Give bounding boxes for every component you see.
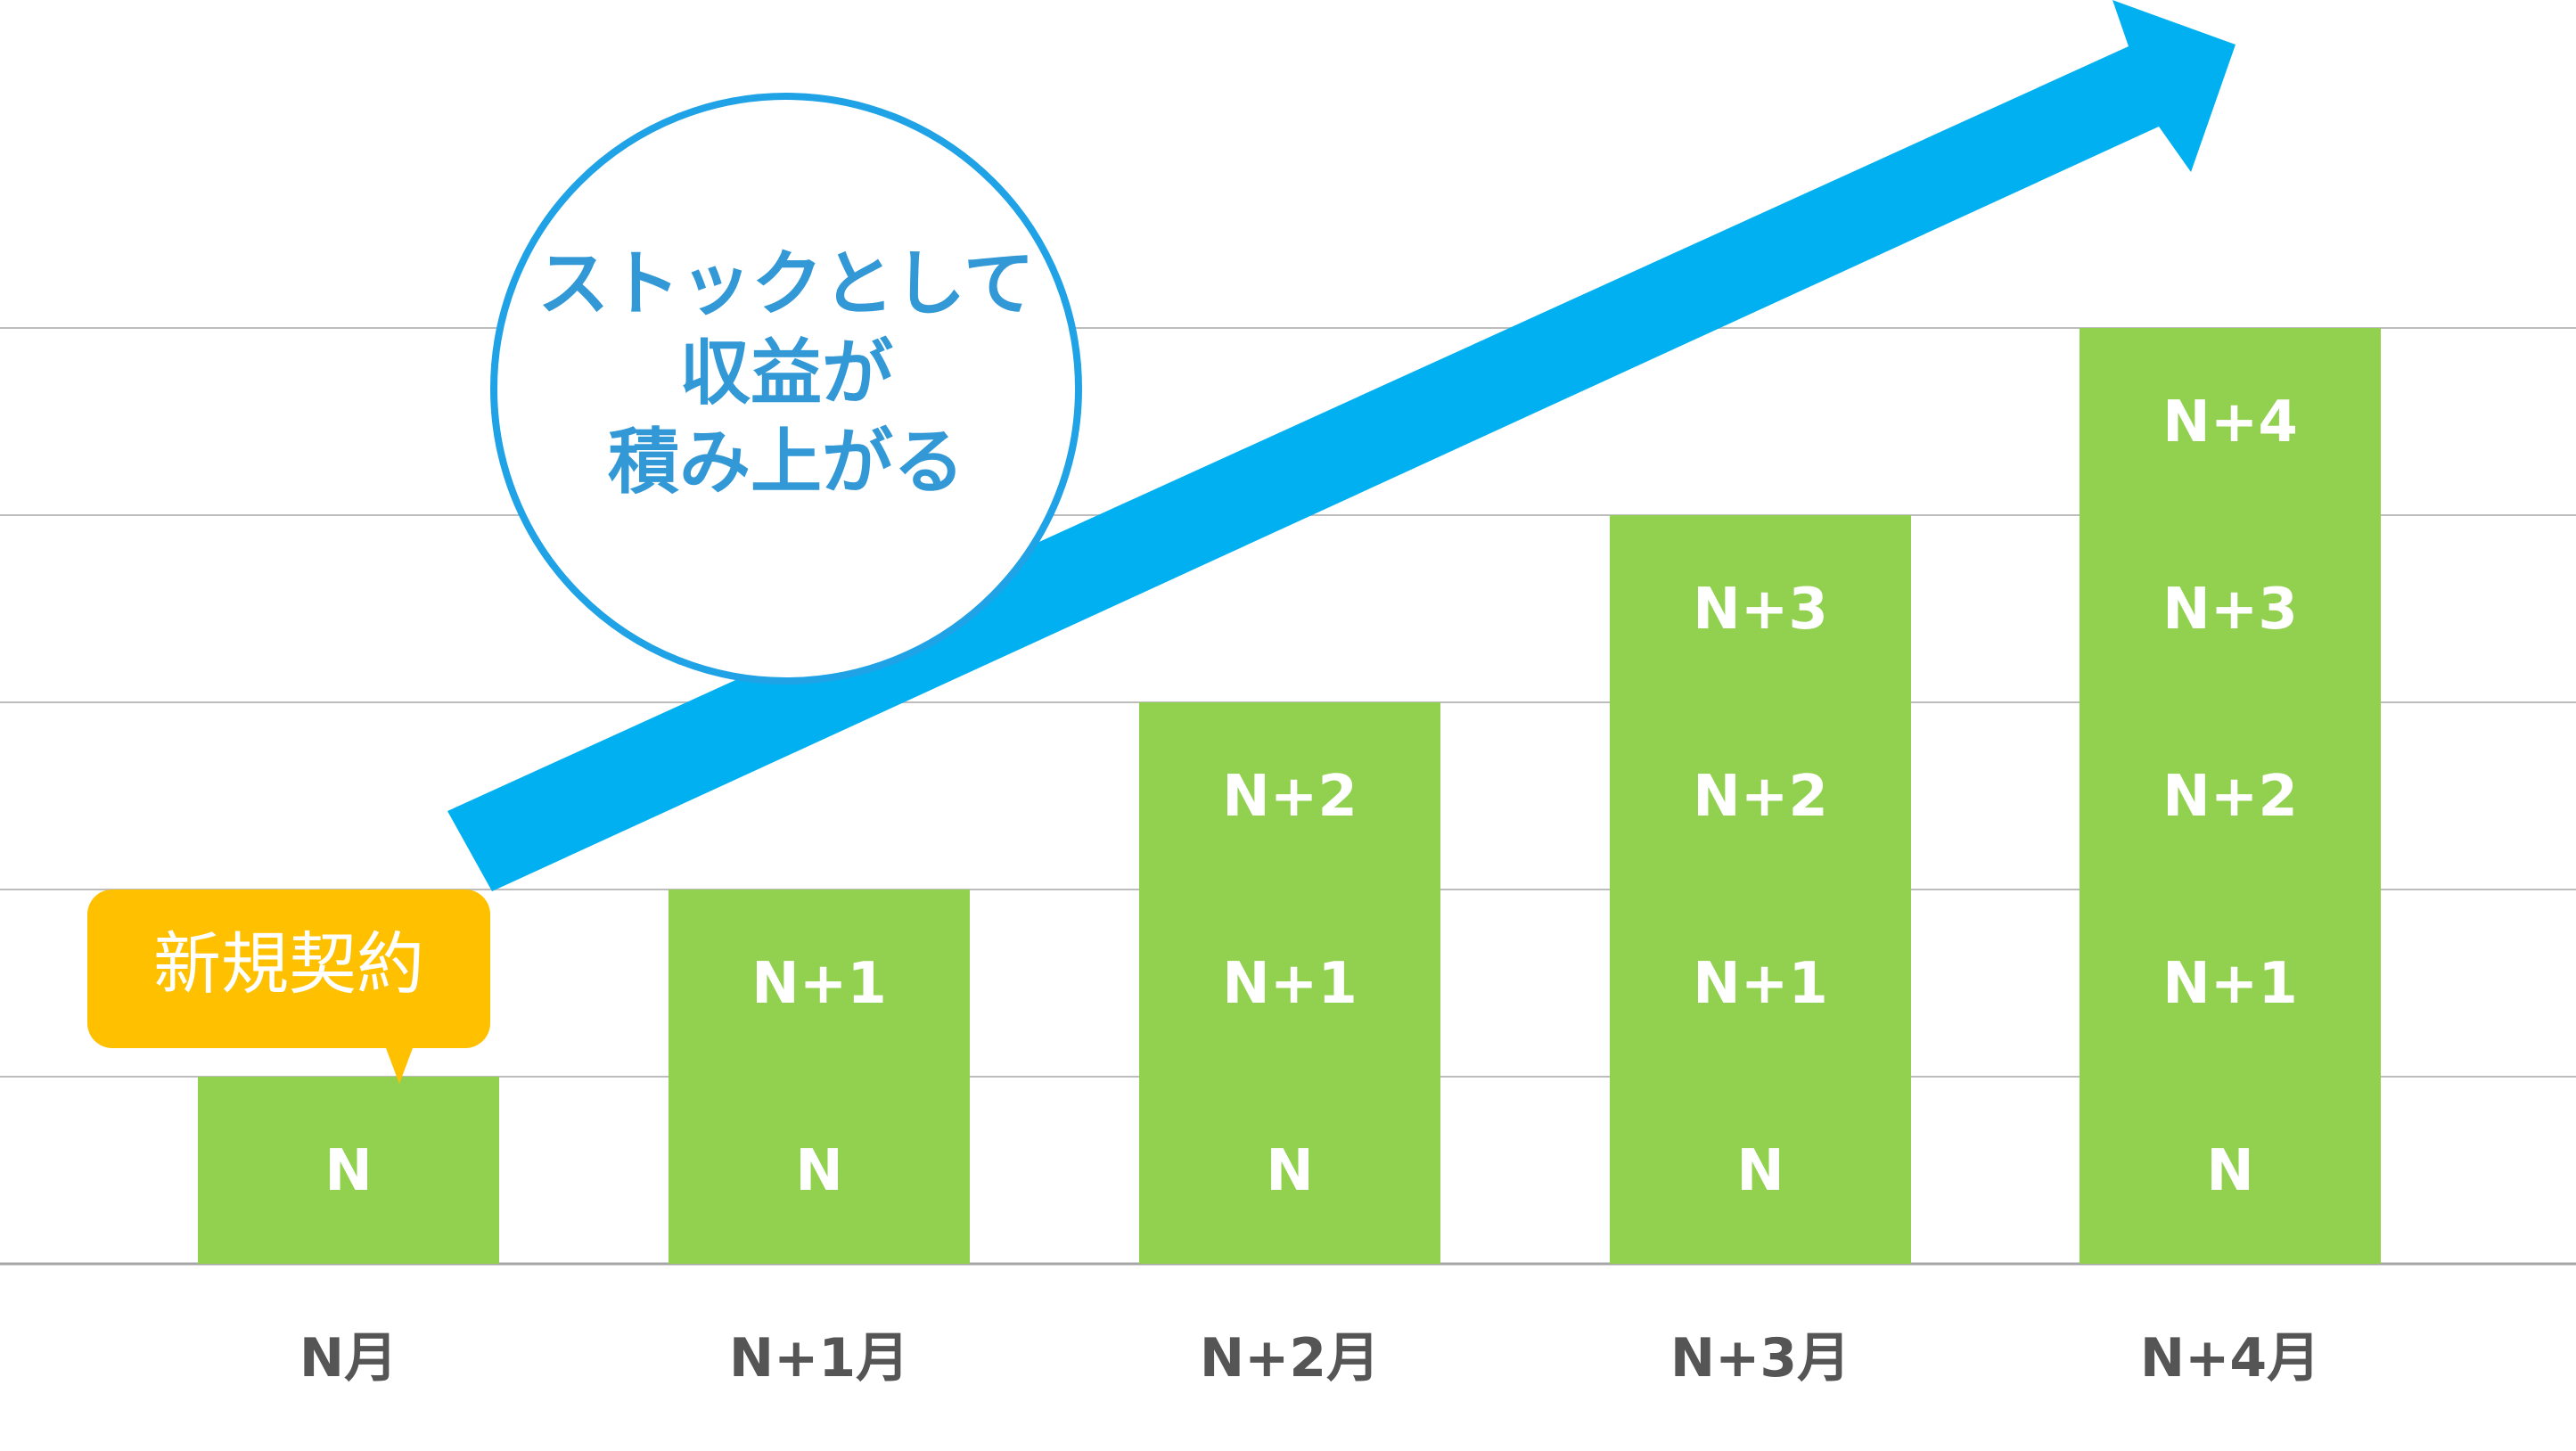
bar-segment — [2080, 889, 2381, 1077]
bar-segment-label: N+3 — [2162, 577, 2298, 643]
bar-segment-label: N — [2206, 1138, 2254, 1204]
growth-arrow — [447, 0, 2236, 891]
bar-segment-label: N+1 — [1222, 951, 1358, 1017]
x-tick-label: N+2月 — [1200, 1327, 1380, 1390]
bar-segment — [1610, 1077, 1911, 1264]
bar-segment-label: N+1 — [751, 951, 887, 1017]
bar-segment — [669, 889, 970, 1077]
bar-segment — [1139, 889, 1440, 1077]
bars: N N N+1 N N+1 N+2 N N+1 N+2 N+3 N N+1 N+2 N+3 N+4 — [198, 328, 2381, 1264]
new-contract-callout: 新規契約 — [87, 889, 490, 1084]
bar-segment — [2080, 1077, 2381, 1264]
bar-segment — [669, 1077, 970, 1264]
bar-segment-label: N+1 — [2162, 951, 2298, 1017]
stock-annotation-circle: ストックとして 収益が 積み上がる — [490, 93, 1082, 685]
bar-segment-label: N — [1736, 1138, 1784, 1204]
bar-segment-label: N+2 — [1693, 764, 1828, 830]
bar-segment-label: N+2 — [1222, 764, 1358, 830]
bar-segment — [1610, 702, 1911, 889]
bar-segment — [198, 1077, 499, 1264]
bar-segment-label: N — [1266, 1138, 1314, 1204]
bar-segment — [1610, 515, 1911, 702]
annotation-line-1: ストックとして — [537, 242, 1035, 325]
bar-segment — [2080, 515, 2381, 702]
callout-label: 新規契約 — [153, 924, 424, 1004]
bar-segment-label: N+4 — [2162, 389, 2298, 455]
annotation-line-3: 積み上がる — [608, 421, 964, 504]
callout-tail — [383, 1041, 415, 1084]
x-tick-label: N月 — [299, 1327, 398, 1390]
bar-segment — [2080, 328, 2381, 515]
category-labels: N月 N+1月 N+2月 N+3月 N+4月 — [299, 1327, 2320, 1390]
bar-segment-label: N+3 — [1693, 577, 1828, 643]
x-tick-label: N+4月 — [2140, 1327, 2320, 1390]
x-tick-label: N+1月 — [729, 1327, 909, 1390]
bar-segment-label: N+2 — [2162, 764, 2298, 830]
bar-segment — [1610, 889, 1911, 1077]
bar-segment-label: N — [324, 1138, 373, 1204]
bar-segment-label: N+1 — [1693, 951, 1828, 1017]
bar-segment — [1139, 1077, 1440, 1264]
callout-box — [87, 889, 490, 1048]
annotation-circle-shape — [490, 93, 1082, 685]
bar-segment — [1139, 702, 1440, 889]
bar-segment-label: N — [795, 1138, 843, 1204]
annotation-line-2: 収益が — [679, 332, 893, 414]
bar-segment — [2080, 702, 2381, 889]
x-tick-label: N+3月 — [1670, 1327, 1850, 1390]
